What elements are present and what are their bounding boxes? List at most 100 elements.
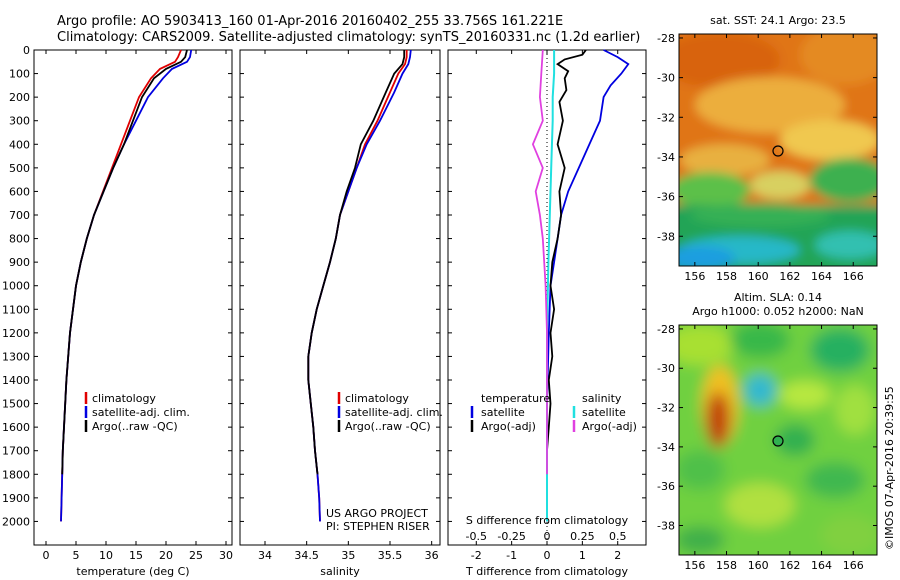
legend-label-climatology: climatology	[345, 392, 409, 405]
x-tick-label: 35	[341, 549, 355, 562]
legend-label-t-argo: Argo(-adj)	[481, 420, 536, 433]
temperature-panel-frame	[33, 49, 233, 546]
credit-pi: PI: STEPHEN RISER	[326, 520, 430, 533]
y-tick-label: 700	[9, 209, 30, 222]
map-y-tick-label: -28	[657, 32, 675, 45]
x-tick-label: 34	[258, 549, 272, 562]
map-y-tick-label: -32	[657, 402, 675, 415]
y-tick-label: 1100	[2, 303, 30, 316]
y-tick-label: 2000	[2, 515, 30, 528]
map-x-tick-label: 158	[716, 270, 737, 283]
map-y-tick-label: -28	[657, 323, 675, 336]
sla-map	[679, 325, 877, 555]
map-y-tick-label: -30	[657, 362, 675, 375]
y-tick-label: 1900	[2, 492, 30, 505]
map-x-tick-label: 166	[843, 270, 864, 283]
sst-map-title: sat. SST: 24.1 Argo: 23.5	[710, 14, 846, 27]
legend-label-satellite: satellite-adj. clim.	[92, 406, 190, 419]
y-tick-label: 1800	[2, 468, 30, 481]
salinity-legend: climatology satellite-adj. clim. Argo(..…	[337, 392, 443, 433]
y-tick-label: 500	[9, 162, 30, 175]
series-line	[60, 49, 182, 522]
map-y-tick-label: -36	[657, 480, 675, 493]
legend-label-argo: Argo(..raw -QC)	[92, 420, 178, 433]
map-x-tick-label: 156	[684, 559, 705, 572]
s-tick-label: -0.5	[466, 530, 487, 543]
difference-xlabel-top: S difference from climatology	[466, 514, 629, 527]
x-tick-label: 10	[99, 549, 113, 562]
legend-salinity-head: salinity	[582, 392, 622, 405]
s-tick-label: 0	[544, 530, 551, 543]
x-tick-label: -2	[471, 549, 482, 562]
sst-map	[679, 34, 877, 266]
y-tick-label: 1000	[2, 280, 30, 293]
x-tick-label: 20	[159, 549, 173, 562]
credit-project: US ARGO PROJECT	[326, 507, 428, 520]
title-line-1: Argo profile: AO 5903413_160 01-Apr-2016…	[57, 14, 563, 29]
x-tick-label: 30	[219, 549, 233, 562]
legend-label-s-argo: Argo(-adj)	[582, 420, 637, 433]
x-tick-label: -1	[506, 549, 517, 562]
difference-legend: temperature satellite Argo(-adj) salinit…	[470, 392, 637, 433]
title-line-2: Climatology: CARS2009. Satellite-adjuste…	[57, 30, 640, 45]
y-tick-label: 1200	[2, 327, 30, 340]
legend-temperature-head: temperature	[481, 392, 550, 405]
map-x-tick-label: 160	[748, 270, 769, 283]
legend-label-s-satellite: satellite	[582, 406, 626, 419]
map-x-tick-label: 160	[748, 559, 769, 572]
series-line	[531, 49, 548, 475]
x-tick-label: 36	[425, 549, 439, 562]
temperature-axes: 0 5 10 15 20 25 300100200300400500600700800900…	[2, 44, 233, 562]
salinity-series	[307, 49, 412, 522]
y-tick-label: 900	[9, 256, 30, 269]
imos-credit: ©IMOS 07-Apr-2016 20:39:55	[883, 386, 896, 550]
y-tick-label: 100	[9, 68, 30, 81]
map-y-tick-label: -38	[657, 230, 675, 243]
y-tick-label: 300	[9, 115, 30, 128]
difference-xlabel: T difference from climatology	[465, 565, 628, 578]
x-tick-label: 2	[614, 549, 621, 562]
temperature-series	[60, 49, 193, 522]
series-line	[61, 49, 188, 475]
s-tick-label: 0.25	[570, 530, 595, 543]
temperature-xlabel: temperature (deg C)	[76, 565, 189, 578]
map-y-tick-label: -32	[657, 111, 675, 124]
sla-map-title-1: Altim. SLA: 0.14	[734, 291, 822, 304]
y-tick-label: 200	[9, 91, 30, 104]
x-tick-label: 0	[43, 549, 50, 562]
sla-map-axes: 156 158 160 162 164 166 -28 -30 -32 -34 -36 -38	[657, 323, 877, 572]
x-tick-label: 34.5	[294, 549, 319, 562]
sla-map-title-2: Argo h1000: 0.052 h2000: NaN	[692, 305, 864, 318]
map-x-tick-label: 162	[779, 559, 800, 572]
temperature-legend: climatology satellite-adj. clim. Argo(..…	[84, 392, 190, 433]
y-tick-label: 800	[9, 233, 30, 246]
x-tick-label: 15	[129, 549, 143, 562]
series-line	[60, 49, 193, 522]
y-tick-label: 1500	[2, 398, 30, 411]
sla-argo-location-marker	[772, 435, 784, 447]
map-y-tick-label: -34	[657, 441, 675, 454]
x-tick-label: 35.5	[378, 549, 403, 562]
map-x-tick-label: 164	[811, 270, 832, 283]
salinity-panel-frame	[239, 49, 441, 546]
legend-label-climatology: climatology	[92, 392, 156, 405]
s-tick-label: 0.5	[609, 530, 627, 543]
map-x-tick-label: 156	[684, 270, 705, 283]
y-tick-label: 600	[9, 185, 30, 198]
salinity-xlabel: salinity	[320, 565, 360, 578]
s-tick-label: -0.25	[497, 530, 525, 543]
y-tick-label: 0	[23, 44, 30, 57]
map-x-tick-label: 164	[811, 559, 832, 572]
legend-label-argo: Argo(..raw -QC)	[345, 420, 431, 433]
map-y-tick-label: -38	[657, 520, 675, 533]
y-tick-label: 400	[9, 138, 30, 151]
y-tick-label: 1300	[2, 350, 30, 363]
x-tick-label: 0	[544, 549, 551, 562]
sla-map-frame	[678, 324, 878, 556]
sst-map-axes: 156 158 160 162 164 166 -28 -30 -32 -34 -36 -38	[657, 32, 877, 283]
sst-map-frame	[678, 33, 878, 267]
series-line	[546, 49, 587, 475]
series-line	[546, 49, 630, 522]
x-tick-label: 5	[73, 549, 80, 562]
